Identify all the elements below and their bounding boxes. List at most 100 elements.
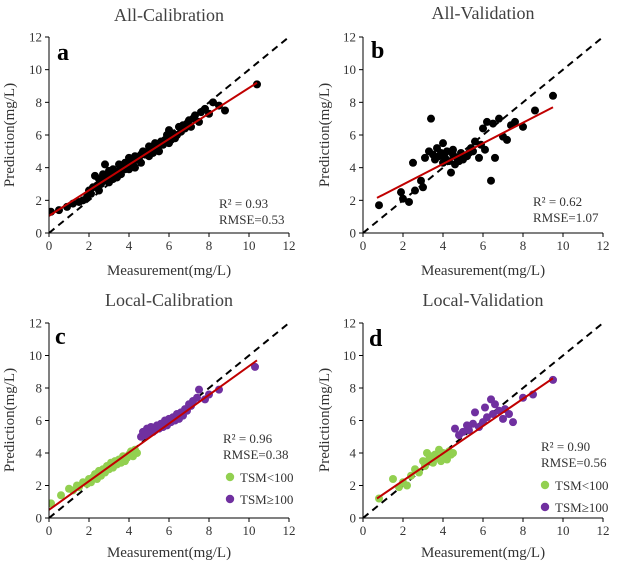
panel-d-ylabel: Prediction(mg/L) (317, 368, 333, 472)
x-tick-label: 0 (46, 238, 53, 253)
y-tick-label: 8 (36, 95, 43, 110)
panel-c-letter: c (55, 324, 66, 350)
data-point (487, 176, 495, 185)
y-tick-label: 6 (350, 413, 357, 428)
data-point (95, 186, 103, 195)
plot-a: 0 2 4 6 8 10 12 0 2 4 6 8 10 12 (29, 30, 296, 254)
data-point (483, 413, 491, 422)
panel-c-legend-purple-label: TSM≥100 (240, 492, 293, 507)
data-point (481, 403, 489, 412)
data-point (191, 111, 199, 120)
x-tick-label: 2 (86, 238, 93, 253)
panel-c-rmse: RMSE=0.38 (223, 447, 288, 462)
data-point (509, 418, 517, 427)
y-tick-label: 12 (343, 316, 356, 331)
panel-a-ylabel: Prediction(mg/L) (2, 83, 18, 187)
panel-a-letter: a (57, 40, 69, 66)
plot-area-b (363, 37, 603, 233)
y-tick-label: 6 (350, 128, 357, 143)
x-tick-label: 2 (86, 523, 93, 538)
x-tick-label: 6 (166, 238, 173, 253)
x-tick-label: 10 (243, 523, 256, 538)
data-point (499, 414, 507, 423)
panel-c-legend-purple-marker (225, 494, 235, 504)
x-tick-label: 2 (400, 238, 407, 253)
data-point (505, 410, 513, 418)
data-point (495, 114, 503, 123)
x-tick-label: 8 (206, 238, 213, 253)
data-point (87, 189, 95, 198)
data-point (57, 491, 65, 500)
x-tick-label: 8 (206, 523, 213, 538)
data-point (449, 145, 457, 154)
data-point (483, 117, 491, 126)
x-tick-label: 8 (520, 523, 527, 538)
data-point (427, 114, 435, 123)
data-point (399, 194, 407, 203)
panel-b-xlabel: Measurement(mg/L) (421, 263, 545, 279)
x-tick-label: 4 (126, 238, 133, 253)
data-point (489, 119, 497, 128)
panel-d-xlabel: Measurement(mg/L) (421, 545, 545, 561)
x-tick-label: 12 (283, 238, 296, 253)
data-point (549, 91, 557, 100)
x-tick-label: 6 (166, 523, 173, 538)
data-point (193, 393, 201, 402)
panel-d: Local-Validation d R² = 0.90 RMSE=0.56 T… (317, 290, 609, 561)
x-tick-label: 6 (480, 523, 487, 538)
data-point (421, 153, 429, 162)
y-tick-label: 0 (36, 511, 43, 526)
panel-c-title: Local-Calibration (105, 290, 233, 310)
plot-b: 0 2 4 6 8 10 12 0 2 4 6 8 10 12 (343, 30, 610, 254)
panel-d-r2: R² = 0.90 (541, 439, 590, 454)
x-tick-label: 4 (440, 238, 447, 253)
data-point (137, 158, 145, 167)
data-point (221, 106, 229, 115)
data-point (195, 385, 203, 394)
y-tick-label: 0 (36, 226, 43, 241)
y-tick-label: 8 (36, 381, 43, 396)
y-tick-label: 4 (350, 160, 357, 175)
data-point (549, 375, 557, 384)
data-point (503, 135, 511, 144)
y-tick-label: 10 (29, 62, 42, 77)
data-point (403, 481, 411, 490)
data-point (389, 475, 397, 483)
regression-line (376, 106, 554, 199)
y-tick-label: 10 (343, 348, 356, 363)
x-tick-label: 10 (557, 523, 570, 538)
data-point (411, 186, 419, 195)
data-point (465, 426, 473, 435)
x-tick-label: 8 (520, 238, 527, 253)
data-point (475, 153, 483, 162)
panel-c-xlabel: Measurement(mg/L) (107, 545, 231, 561)
panel-a-xlabel: Measurement(mg/L) (107, 263, 231, 279)
data-point (443, 147, 451, 156)
regression-line (49, 81, 258, 217)
data-point (439, 139, 447, 148)
y-tick-label: 8 (350, 95, 357, 110)
data-point (417, 176, 425, 185)
plot-d: 0 2 4 6 8 10 12 0 2 4 6 8 10 12 (343, 316, 610, 539)
data-point (251, 362, 259, 371)
y-tick-label: 6 (36, 128, 43, 143)
x-tick-label: 0 (46, 523, 53, 538)
data-point (195, 117, 203, 126)
x-tick-label: 0 (360, 238, 367, 253)
x-tick-label: 10 (557, 238, 570, 253)
data-point (405, 197, 413, 206)
panel-c: Local-Calibration c R² = 0.96 RMSE=0.38 … (2, 290, 294, 561)
data-point (49, 499, 55, 508)
plot-c: 0 2 4 6 8 10 12 0 2 4 6 8 10 12 (29, 316, 296, 539)
panel-d-letter: d (369, 326, 383, 352)
panel-a: All-Calibration a R² = 0.93 RMSE=0.53 Me… (2, 5, 284, 279)
data-point (253, 80, 261, 89)
panel-d-legend-green-label: TSM<100 (555, 478, 609, 493)
data-point (209, 98, 217, 107)
data-point (451, 424, 459, 433)
y-tick-label: 2 (36, 478, 43, 493)
data-point (419, 183, 427, 192)
data-point (397, 188, 405, 197)
panel-a-rmse: RMSE=0.53 (219, 212, 284, 227)
